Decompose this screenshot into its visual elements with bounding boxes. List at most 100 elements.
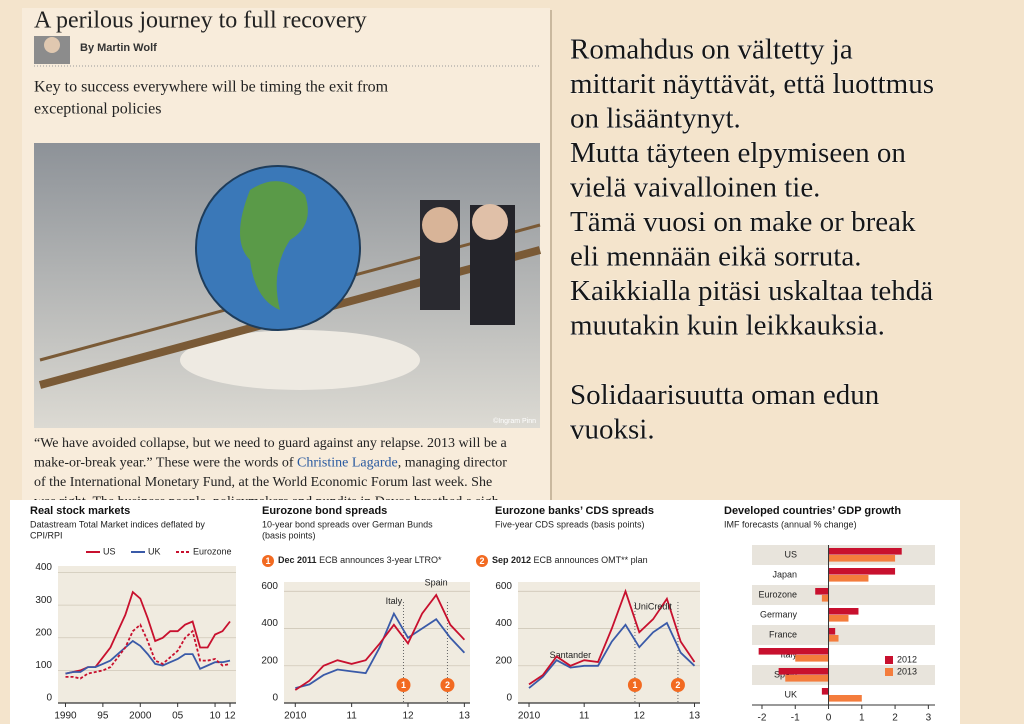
y-tick-label: 400 [495,618,512,629]
slide-line: Solidaarisuutta oman edun [570,379,880,411]
figure-head [422,207,458,243]
slide-line: eli mennään eikä sorruta. [570,241,862,273]
event-marker [627,678,642,692]
chart-subtitle: IMF forecasts (annual % change) [724,519,857,529]
x-tick-label: -2 [758,713,767,724]
y-tick-label: 400 [261,618,278,629]
link: Christine Lagarde [297,456,398,471]
bar [828,635,839,642]
note-date: Sep 2012 [492,555,531,565]
note-text: ECB announces OMT** plan [534,555,648,565]
bar [828,608,859,615]
x-tick-label: 1 [859,713,865,724]
x-tick-label: 95 [97,711,109,722]
x-tick-label: 12 [634,711,646,722]
charts: Real stock markets Datastream Total Marke… [30,505,935,724]
chart-title: Eurozone bond spreads [262,505,387,517]
body-line: make-or-break year.” These were the word… [34,456,507,471]
series-label: Italy [386,596,403,606]
x-tick-label: 2 [892,713,898,724]
x-tick-label: 13 [459,711,471,722]
event-marker [396,678,411,692]
bar [758,648,829,655]
x-tick-label: 11 [579,711,590,722]
x-tick-label: 05 [172,711,184,722]
chart-title: Real stock markets [30,505,130,517]
row-band [752,585,935,605]
series-label: Santander [550,650,592,660]
x-tick-label: 0 [826,713,832,724]
chart-subtitle: (basis points) [262,530,316,540]
article-title: A perilous journey to full recovery [34,8,367,34]
category-label: Germany [760,609,798,619]
dek: exceptional policies [34,101,162,118]
slide-line: mittarit näyttävät, että luottmus [570,68,934,100]
legend-swatch [885,668,893,676]
y-tick-label: 200 [35,627,52,638]
series-line [528,588,696,686]
x-tick-label: 11 [346,711,357,722]
note: Sep 2012 ECB announces OMT** plan [492,555,648,565]
x-tick-label: 10 [209,711,221,722]
land [240,181,308,310]
y-tick-label: 0 [506,693,512,704]
text-run: , managing director [398,456,508,471]
x-tick-label: 1990 [54,711,77,722]
body-line: “We have avoided collapse, but we need t… [34,436,508,451]
text-run: “We have avoided collapse, but we need t… [34,436,508,451]
slide-line: Tämä vuosi on make or break [570,206,916,238]
slide-line: vielä vaivalloinen tie. [570,172,820,204]
bar [795,655,829,662]
bar [828,615,849,622]
series-label: Spain [425,577,448,587]
chart-title: Developed countries’ GDP growth [724,505,901,517]
bar [828,695,862,702]
note: Dec 2011 ECB announces 3-year LTRO* [278,555,442,565]
legend-label: US [103,546,116,556]
bar [815,588,829,595]
bar [828,555,896,562]
series-line [65,639,231,675]
x-tick-label: 3 [926,713,932,724]
category-label: US [784,549,797,559]
note-date: Dec 2011 [278,555,317,565]
event-marker [670,678,685,692]
plot-area [58,566,236,703]
y-tick-label: 400 [35,562,52,573]
chart-subtitle: 10-year bond spreads over German Bunds [262,519,433,529]
series-line [294,593,466,691]
y-tick-label: 0 [272,693,278,704]
illustration: ©Ingram Pinn [34,143,542,428]
series-label: UniCredit [634,602,672,612]
slide-line: Kaikkialla pitäsi uskaltaa tehdä [570,275,933,307]
plot-area [518,582,700,703]
bar [785,675,829,682]
author-face [44,37,60,53]
bar [828,568,896,575]
body-line: of the International Monetary Fund, at t… [34,475,492,490]
legend-label: 2012 [897,654,917,664]
legend-label: 2013 [897,666,917,676]
y-tick-label: 600 [495,581,512,592]
bar [821,688,829,695]
note-marker [262,555,274,567]
slide-line: Romahdus on vältetty ja [570,34,853,66]
category-label: UK [784,689,797,699]
chart-subtitle: CPI/RPI [30,530,63,540]
series-line [65,623,231,680]
cloud [180,330,420,390]
category-label: Eurozone [758,589,797,599]
series-line [528,621,696,689]
legend-label: Eurozone [193,546,232,556]
series-line [295,611,466,689]
byline: By Martin Wolf [80,42,157,54]
event-label: 1 [401,680,406,690]
slide-line: vuoksi. [570,414,655,446]
slide-line: on lisääntynyt. [570,103,741,135]
event-label: 2 [675,680,680,690]
x-tick-label: 2010 [284,711,307,722]
note-label: 1 [265,556,270,566]
slide-line: Mutta täyteen elpymiseen on [570,137,906,169]
